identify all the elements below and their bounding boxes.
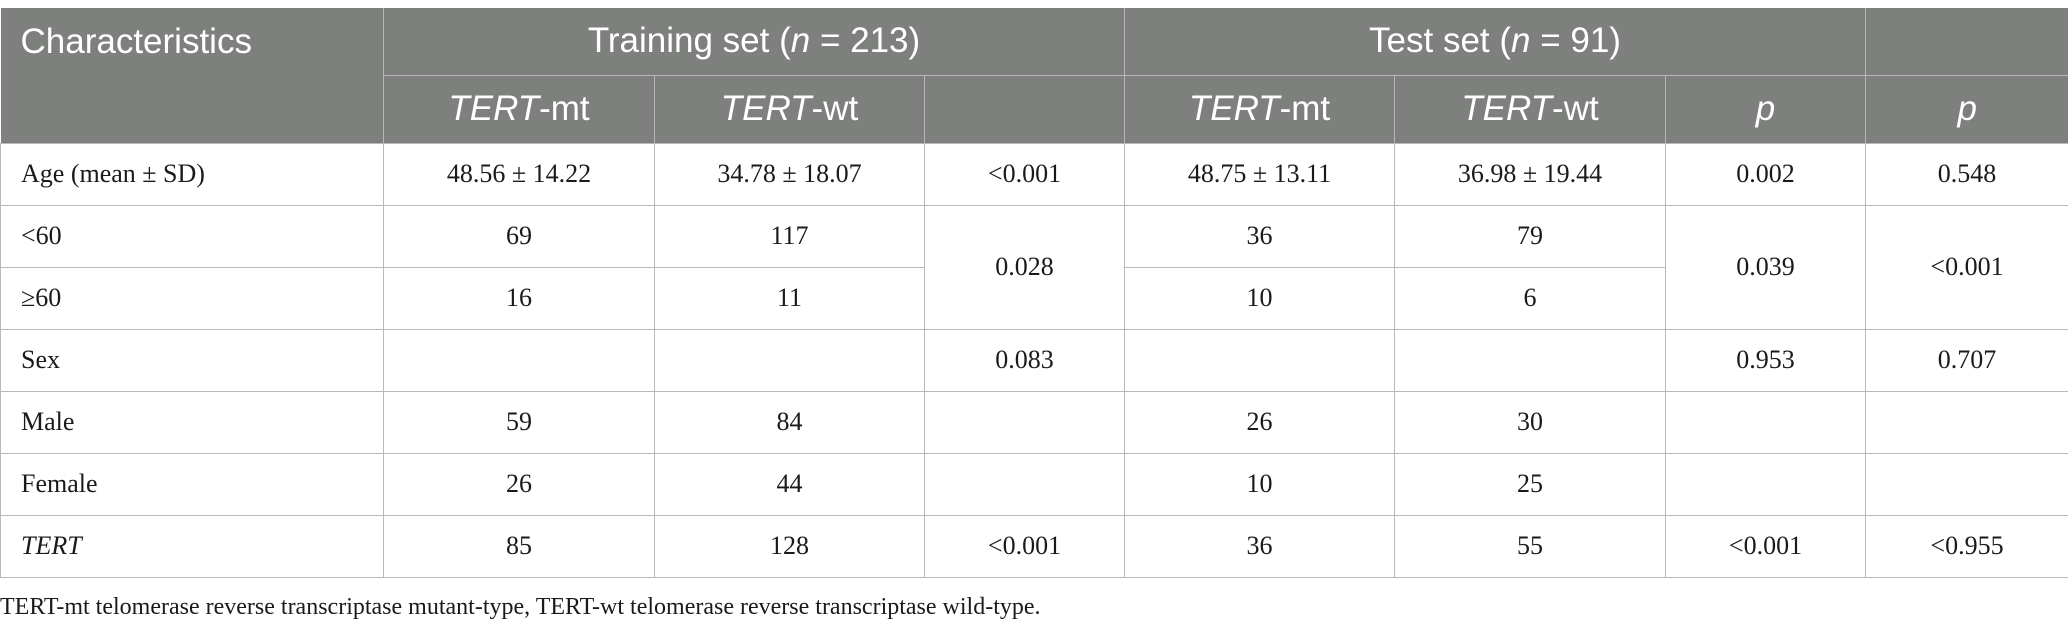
tert-italic: TERT xyxy=(1188,89,1280,128)
characteristics-table: Characteristics Training set (n = 213) T… xyxy=(0,8,2068,578)
header-training-set: Training set (n = 213) xyxy=(383,8,1125,75)
header-row-groups: Characteristics Training set (n = 213) T… xyxy=(0,8,2068,75)
cell-test-p xyxy=(1665,390,1866,454)
header-test-tert-mt: TERT-mt xyxy=(1124,74,1395,143)
test-suffix: = 91) xyxy=(1530,21,1621,61)
header-characteristics: Characteristics xyxy=(0,8,384,75)
cell-train-wt: 117 xyxy=(654,204,925,268)
cell-train-mt: 85 xyxy=(383,514,655,578)
table-footnote: TERT-mt telomerase reverse transcriptase… xyxy=(0,594,1041,620)
p-italic: p xyxy=(1755,89,1776,128)
mt-suffix: -mt xyxy=(539,89,590,128)
cell-test-mt xyxy=(1124,328,1395,392)
cell-test-mt: 10 xyxy=(1124,266,1395,330)
wt-suffix: -wt xyxy=(1552,89,1599,128)
training-n: n xyxy=(790,21,811,61)
cell-test-p: <0.001 xyxy=(1665,514,1866,578)
cell-train-p: <0.001 xyxy=(924,142,1125,206)
wt-suffix: -wt xyxy=(811,89,859,128)
cell-test-wt: 36.98 ± 19.44 xyxy=(1394,142,1666,206)
cell-test-mt: 36 xyxy=(1124,204,1395,268)
cell-train-p xyxy=(924,452,1125,516)
training-suffix: = 213) xyxy=(810,21,921,61)
cell-p xyxy=(1865,452,2068,516)
cell-train-wt: 84 xyxy=(654,390,925,454)
cell-train-mt: 16 xyxy=(383,266,655,330)
cell-test-mt: 48.75 ± 13.11 xyxy=(1124,142,1395,206)
cell-test-p-agegroup: 0.039 xyxy=(1665,204,1866,330)
cell-p: 0.548 xyxy=(1865,142,2068,206)
row-label: <60 xyxy=(0,204,384,268)
row-label: TERT xyxy=(0,514,384,578)
row-label: Sex xyxy=(0,328,384,392)
cell-test-wt: 25 xyxy=(1394,452,1666,516)
cell-p: 0.707 xyxy=(1865,328,2068,392)
header-test-tert-wt: TERT-wt xyxy=(1394,74,1666,143)
cell-test-p: 0.002 xyxy=(1665,142,1866,206)
cell-train-mt: 59 xyxy=(383,390,655,454)
row-label: Age (mean ± SD) xyxy=(0,142,384,206)
test-prefix: Test set ( xyxy=(1369,21,1512,61)
cell-test-mt: 36 xyxy=(1124,514,1395,578)
header-train-tert-mt: TERT-mt xyxy=(383,74,655,143)
cell-train-mt: 69 xyxy=(383,204,655,268)
table-row-lt60: <60 69 117 0.028 36 79 0.039 <0.001 xyxy=(0,204,2068,330)
training-prefix: Training set ( xyxy=(587,21,791,61)
cell-test-p xyxy=(1665,452,1866,516)
cell-train-mt xyxy=(383,328,655,392)
row-label: Female xyxy=(0,452,384,516)
cell-test-p: 0.953 xyxy=(1665,328,1866,392)
cell-train-mt: 26 xyxy=(383,452,655,516)
header-test-p: p xyxy=(1665,74,1866,143)
table-row-male: Male 59 84 26 30 xyxy=(0,390,2068,454)
test-n: n xyxy=(1511,21,1531,61)
tert-italic: TERT xyxy=(720,89,812,128)
table-row-age: Age (mean ± SD) 48.56 ± 14.22 34.78 ± 18… xyxy=(0,142,2068,206)
cell-train-wt xyxy=(654,328,925,392)
cell-test-wt: 55 xyxy=(1394,514,1666,578)
header-train-tert-wt: TERT-wt xyxy=(654,74,925,143)
cell-test-mt: 10 xyxy=(1124,452,1395,516)
cell-train-wt: 128 xyxy=(654,514,925,578)
row-label: ≥60 xyxy=(0,266,384,330)
cell-test-wt: 30 xyxy=(1394,390,1666,454)
tert-italic: TERT xyxy=(1461,89,1553,128)
table-row-female: Female 26 44 10 25 xyxy=(0,452,2068,516)
cell-train-p: <0.001 xyxy=(924,514,1125,578)
header-overall-p: p xyxy=(1865,74,2068,143)
row-label: Male xyxy=(0,390,384,454)
table-row-tert: TERT 85 128 <0.001 36 55 <0.001 <0.955 xyxy=(0,514,2068,578)
header-characteristics-cont xyxy=(0,75,384,143)
cell-test-wt xyxy=(1394,328,1666,392)
header-test-set: Test set (n = 91) xyxy=(1124,8,1866,75)
cell-test-wt: 79 xyxy=(1394,204,1666,268)
cell-p xyxy=(1865,390,2068,454)
header-row-subgroups: TERT-mt TERT-wt TERT-mt TERT-wt p p xyxy=(0,74,2068,143)
cell-test-wt: 6 xyxy=(1394,266,1666,330)
cell-train-p-agegroup: 0.028 xyxy=(924,204,1125,330)
header-train-p-blank xyxy=(924,74,1125,143)
table-row-sex: Sex 0.083 0.953 0.707 xyxy=(0,328,2068,392)
cell-test-mt: 26 xyxy=(1124,390,1395,454)
cell-train-wt: 34.78 ± 18.07 xyxy=(654,142,925,206)
cell-train-mt: 48.56 ± 14.22 xyxy=(383,142,655,206)
header-blank xyxy=(1865,8,2068,75)
cell-p-agegroup: <0.001 xyxy=(1865,204,2068,330)
cell-train-wt: 44 xyxy=(654,452,925,516)
mt-suffix: -mt xyxy=(1279,89,1331,128)
cell-train-p: 0.083 xyxy=(924,328,1125,392)
tert-italic: TERT xyxy=(448,89,540,128)
cell-p: <0.955 xyxy=(1865,514,2068,578)
cell-train-wt: 11 xyxy=(654,266,925,330)
cell-train-p xyxy=(924,390,1125,454)
p-italic: p xyxy=(1957,89,1977,128)
